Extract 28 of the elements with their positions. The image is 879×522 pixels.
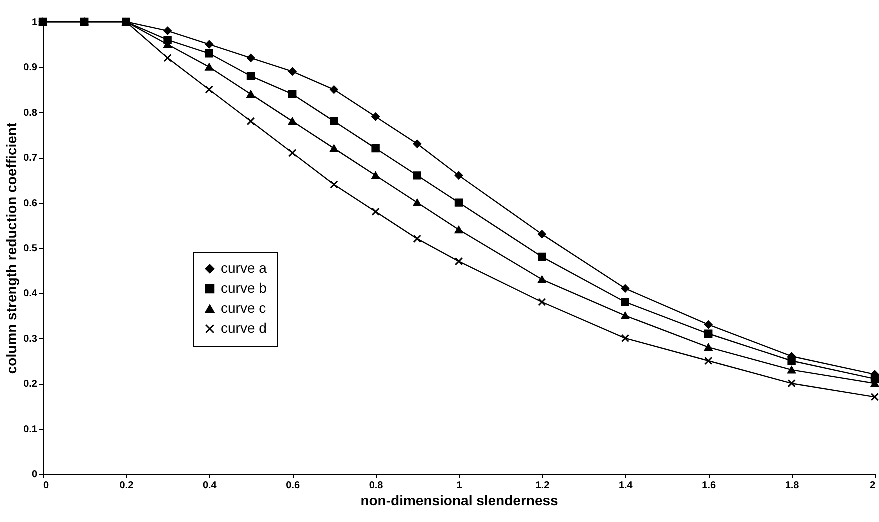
x-axis-title: non-dimensional slenderness [360,492,559,508]
x-tick-label: 0.2 [120,480,134,492]
x-tick-label: 0.4 [202,480,218,492]
y-tick-label: 0.8 [24,108,38,119]
legend-label: curve d [221,320,267,336]
legend-label: curve c [221,300,266,316]
y-tick-label: 0.4 [24,288,38,300]
y-tick-label: 0.2 [24,379,38,390]
y-tick-label: 0.5 [24,244,38,254]
x-tick-label: 0.6 [286,480,300,492]
x-tick-label: 2 [870,480,876,492]
x-tick-label: 0 [44,480,50,492]
y-tick-label: 0.6 [24,198,38,210]
x-tick-label: 0.8 [369,480,384,492]
legend-label: curve a [221,260,268,276]
legend-label: curve b [221,280,268,296]
y-tick-label: 0.9 [24,62,38,74]
y-tick-label: 0.7 [24,153,38,164]
y-tick-label: 0 [32,470,38,480]
y-tick-label: 0.3 [24,334,38,345]
x-tick-label: 1.6 [702,480,716,492]
x-tick-label: 1.2 [536,480,550,492]
y-tick-label: 1 [32,18,38,28]
y-tick-label: 0.1 [24,424,38,436]
y-axis-title: column strength reduction coefficient [4,122,20,374]
x-tick-label: 1 [456,480,463,492]
x-tick-label: 1.8 [785,480,800,492]
x-tick-label: 1.4 [618,480,634,492]
